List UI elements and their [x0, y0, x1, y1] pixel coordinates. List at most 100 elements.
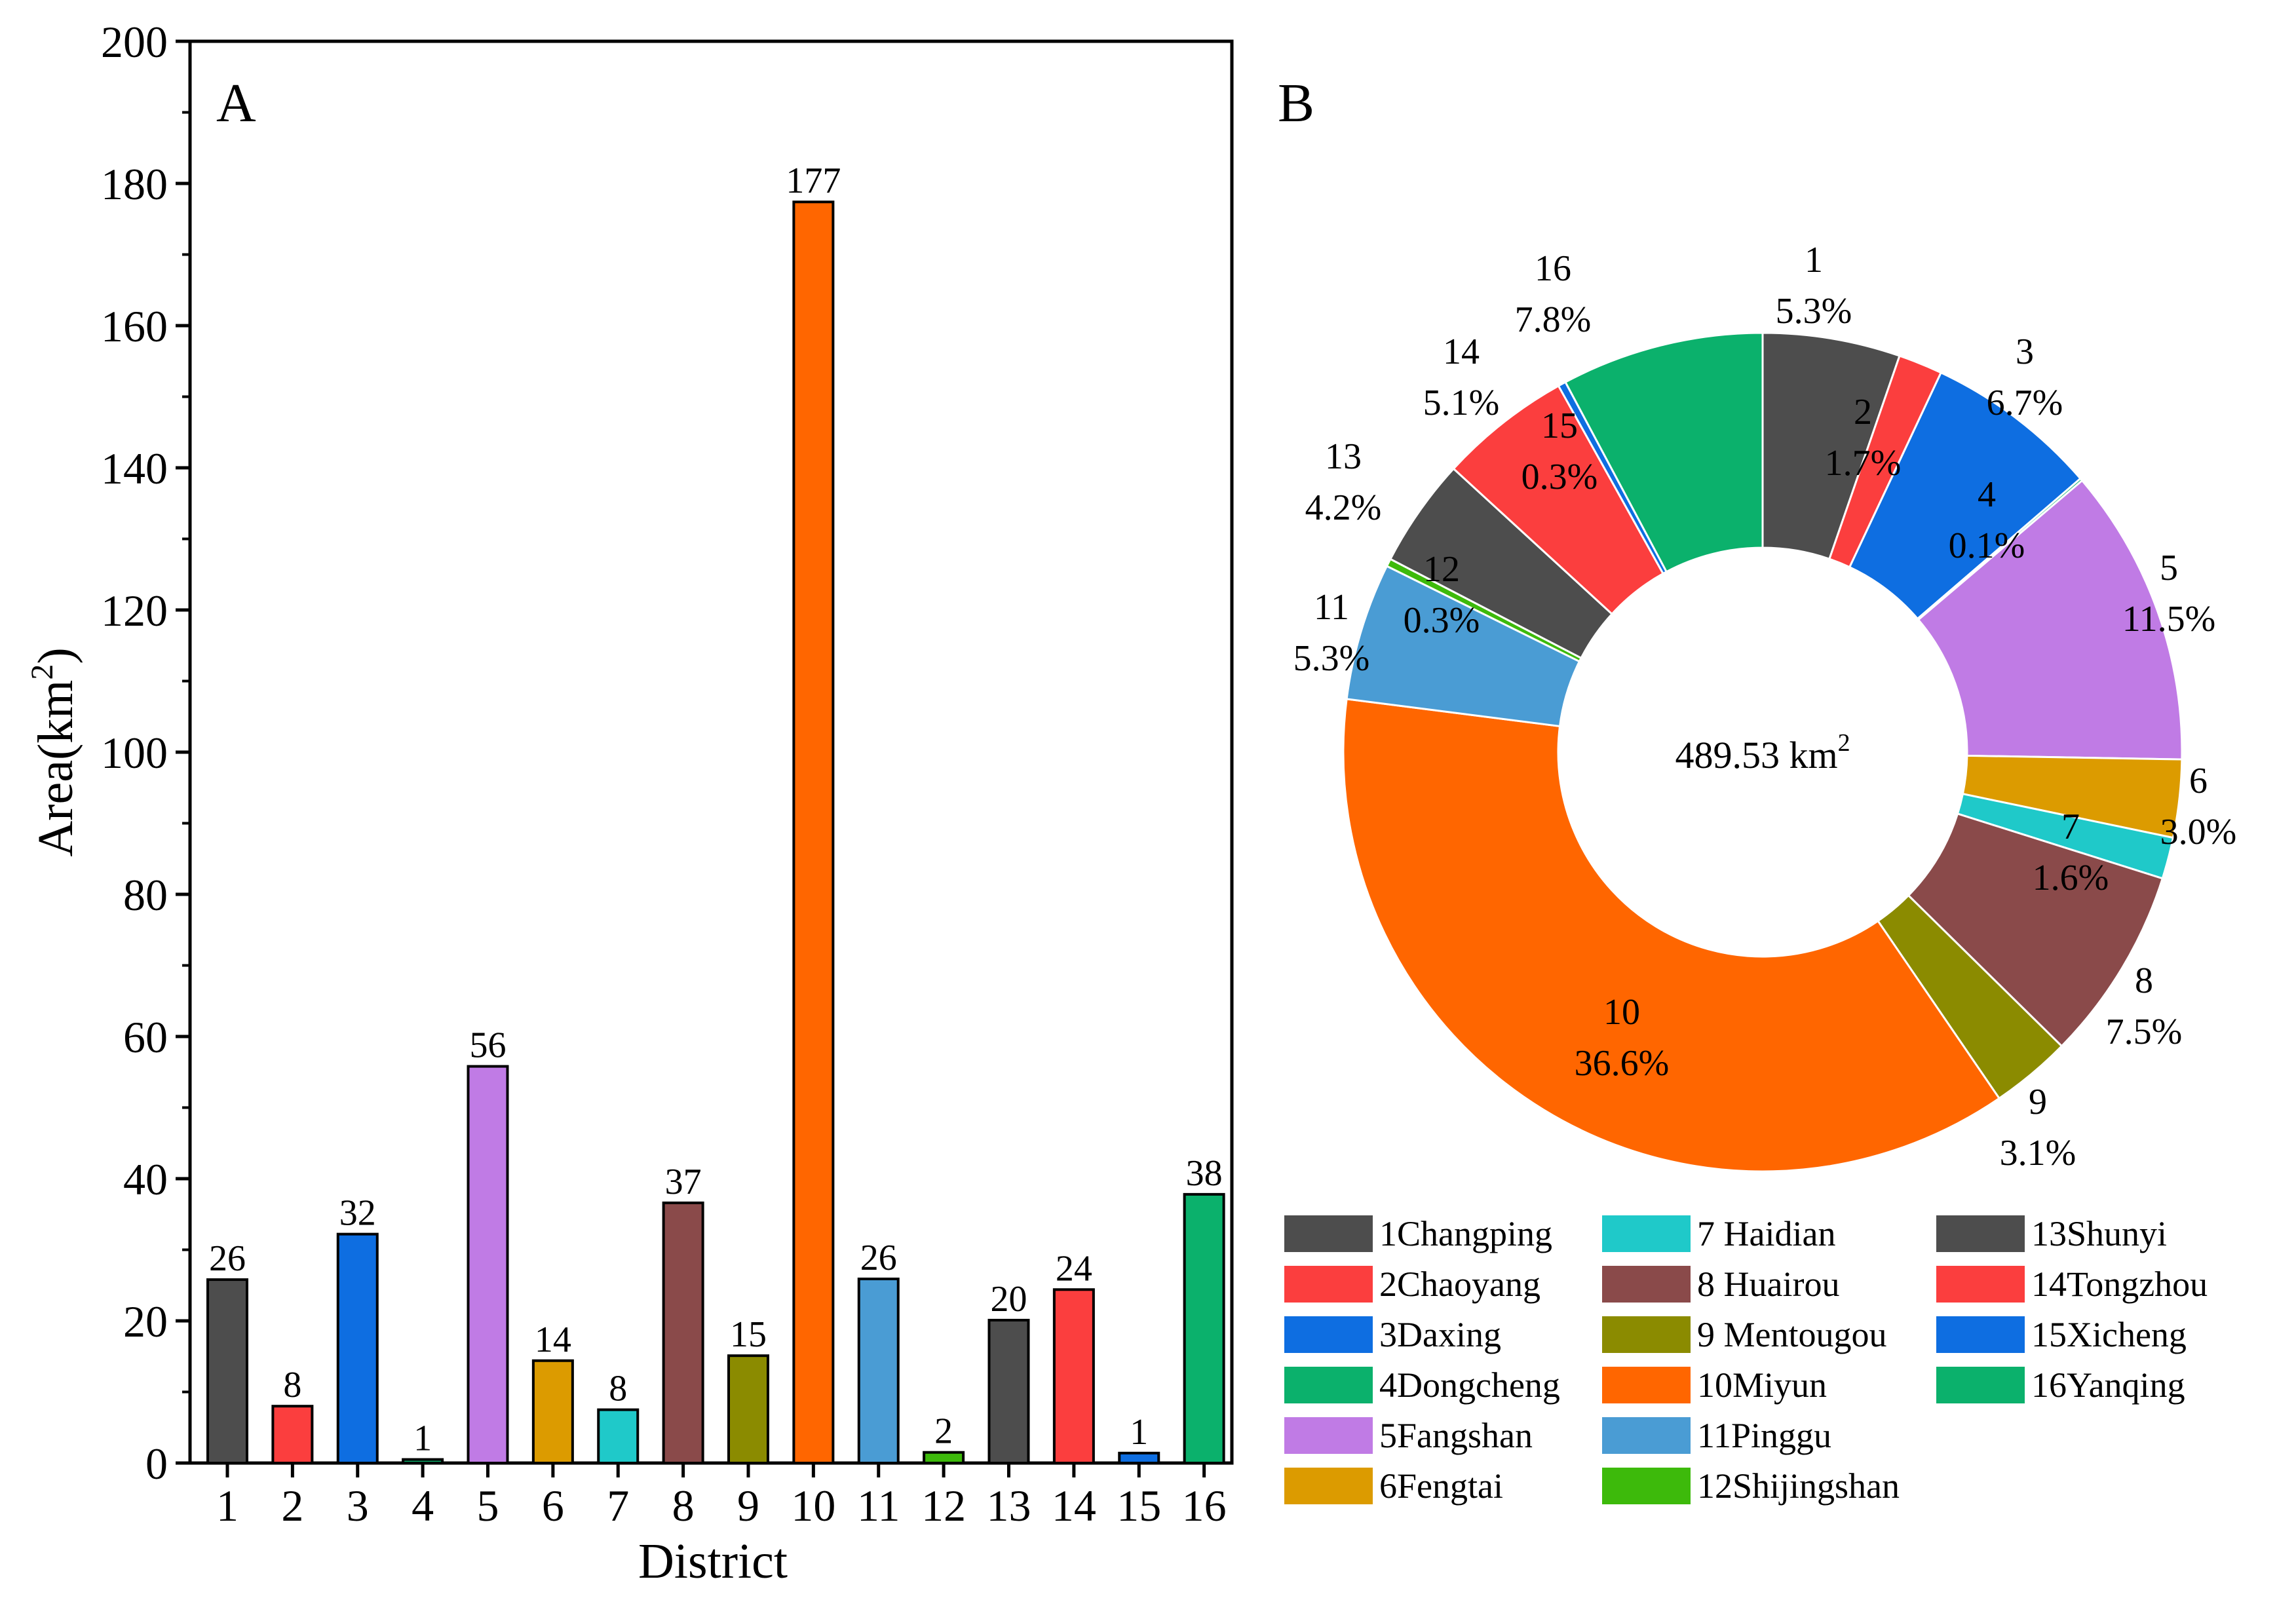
- y-tick-label: 120: [101, 586, 168, 636]
- slice-pct-label: 6.7%: [1987, 383, 2063, 423]
- x-tick-label: 6: [542, 1481, 564, 1531]
- x-tick-label: 12: [921, 1481, 966, 1531]
- bar-value-label: 177: [786, 161, 841, 201]
- legend-item-label: 9 Mentougou: [1697, 1315, 1887, 1354]
- legend-item-label: 6Fengtai: [1379, 1466, 1503, 1506]
- panel-letter-b: B: [1278, 73, 1314, 134]
- legend-swatch: [1602, 1316, 1691, 1353]
- slice-pct-label: 3.0%: [2160, 812, 2237, 852]
- y-tick-label: 200: [101, 17, 168, 67]
- legend-swatch: [1602, 1266, 1691, 1303]
- bar-5: [467, 1065, 509, 1464]
- legend-item-label: 13Shunyi: [2031, 1214, 2167, 1253]
- y-axis-title: Area(km2): [25, 647, 83, 856]
- slice-id-label: 4: [1978, 474, 1996, 515]
- legend-item-label: 7 Haidian: [1697, 1214, 1835, 1253]
- legend-swatch: [1602, 1367, 1691, 1403]
- slice-pct-label: 1.6%: [2033, 858, 2109, 898]
- legend-item-label: 12Shijingshan: [1697, 1466, 1900, 1506]
- legend-swatch: [1284, 1468, 1373, 1504]
- slice-id-label: 6: [2189, 761, 2208, 801]
- legend-swatch: [1284, 1266, 1373, 1303]
- legend-item-label: 1Changping: [1379, 1214, 1552, 1253]
- legend-swatch: [1936, 1266, 2025, 1303]
- x-tick-label: 5: [477, 1481, 499, 1531]
- y-tick-label: 100: [101, 728, 168, 778]
- legend-item-label: 3Daxing: [1379, 1315, 1501, 1354]
- bar-10: [792, 200, 835, 1465]
- slice-id-label: 7: [2061, 807, 2080, 847]
- slice-5: [1917, 479, 2183, 761]
- legend-swatch: [1936, 1316, 2025, 1353]
- bar-2: [271, 1405, 314, 1464]
- bar-value-label: 38: [1186, 1153, 1223, 1194]
- donut-center-label: 489.53 km2: [1675, 729, 1850, 776]
- slice-pct-label: 7.5%: [2106, 1012, 2183, 1052]
- slice-pct-label: 4.2%: [1305, 487, 1382, 528]
- legend-item-label: 8 Huairou: [1697, 1265, 1839, 1304]
- x-tick-label: 10: [791, 1481, 835, 1531]
- slice-id-label: 11: [1314, 587, 1349, 628]
- bar-value-label: 20: [991, 1279, 1027, 1320]
- slice-pct-label: 7.8%: [1515, 299, 1592, 340]
- x-axis: 1 2 3 4 5 6 7 8 9 10 11 12 13 14 15 16: [216, 1463, 1227, 1531]
- y-tick-label: 40: [123, 1154, 168, 1204]
- slice-pct-label: 0.3%: [1521, 457, 1598, 497]
- bar-8: [662, 1201, 704, 1464]
- legend-swatch: [1284, 1417, 1373, 1454]
- y-axis-title-sup: 2: [25, 664, 60, 680]
- bar-14: [1052, 1288, 1095, 1464]
- x-tick-label: 15: [1117, 1481, 1161, 1531]
- legend-item-label: 4Dongcheng: [1379, 1365, 1560, 1405]
- x-tick-label: 16: [1182, 1481, 1227, 1531]
- x-tick-label: 9: [737, 1481, 759, 1531]
- slice-8: [1907, 812, 2164, 1048]
- legend-swatch: [1602, 1417, 1691, 1454]
- slice-pct-label: 5.3%: [1776, 291, 1852, 332]
- bar-value-label: 37: [665, 1162, 702, 1202]
- legend-item-label: 11Pinggu: [1697, 1416, 1831, 1455]
- bar-16: [1183, 1192, 1225, 1464]
- slice-id-label: 1: [1805, 240, 1823, 280]
- slice-id-label: 5: [2160, 548, 2178, 588]
- donut-center-value: 489.53 km: [1675, 734, 1837, 776]
- bar-7: [597, 1408, 640, 1464]
- legend-swatch: [1936, 1367, 2025, 1403]
- y-tick-label: 180: [101, 159, 168, 209]
- slice-10: [1342, 698, 2001, 1173]
- legend-item-label: 16Yanqing: [2031, 1365, 2185, 1405]
- x-tick-label: 8: [672, 1481, 695, 1531]
- legend-swatch: [1936, 1215, 2025, 1252]
- bars: 26 8 32 1 56 14 8 37 15 177 26 2 20 24 1 38: [206, 161, 1225, 1465]
- legend-swatch: [1284, 1316, 1373, 1353]
- bar-value-label: 26: [209, 1238, 246, 1279]
- y-axis: 0 20 40 60 80 100 120 140 160 180 200: [101, 17, 190, 1489]
- slice-pct-label: 3.1%: [2000, 1133, 2076, 1173]
- y-axis-title-main: Area(km: [28, 680, 83, 857]
- slice-pct-label: 36.6%: [1575, 1043, 1670, 1084]
- panel-letter-a: A: [216, 73, 256, 134]
- legend-swatch: [1602, 1215, 1691, 1252]
- slice-id-label: 12: [1423, 549, 1460, 590]
- slice-id-label: 2: [1854, 392, 1872, 432]
- slice-id-label: 13: [1325, 436, 1362, 477]
- bar-11: [857, 1277, 900, 1464]
- bar-value-label: 14: [535, 1320, 571, 1360]
- bar-15: [1118, 1451, 1160, 1465]
- slice-pct-label: 0.3%: [1404, 600, 1480, 641]
- donut-center-sup: 2: [1838, 729, 1850, 757]
- y-tick-label: 160: [101, 301, 168, 351]
- legend-swatch: [1602, 1468, 1691, 1504]
- donut-chart-panel-b: B 1 5.3% 2 1.7% 3 6.7% 4 0.1% 5 11.5% 6 3.0% 7 1.6% 8 7…: [1278, 73, 2236, 1506]
- slice-pct-label: 5.3%: [1293, 638, 1370, 679]
- y-axis-title-end: ): [28, 647, 83, 664]
- slice-pct-label: 1.7%: [1825, 443, 1902, 484]
- bar-4: [402, 1458, 444, 1464]
- slice-pct-label: 0.1%: [1949, 525, 2025, 566]
- slice-id-label: 10: [1603, 992, 1640, 1033]
- legend-swatch: [1284, 1367, 1373, 1403]
- x-tick-label: 11: [857, 1481, 900, 1531]
- bar-value-label: 1: [413, 1418, 432, 1459]
